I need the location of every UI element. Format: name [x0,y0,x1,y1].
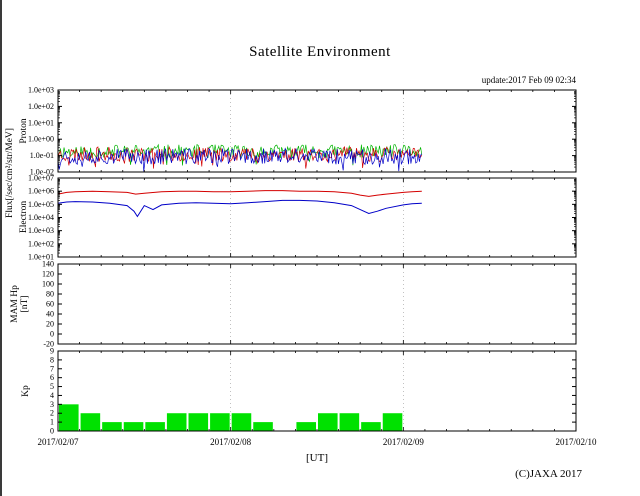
y-tick-label: 0 [50,427,54,436]
kp-bar [361,422,381,431]
y-tick-label: 1.0e+07 [28,174,54,183]
kp-bar [253,422,273,431]
y-tick-label: 1.0e+04 [28,213,54,222]
y-tick-label: 140 [42,260,54,269]
kp-bar [80,413,101,431]
kp-bar [145,422,165,431]
y-tick-label: 5 [50,382,54,391]
x-tick-label: 2017/02/08 [210,437,252,447]
series-proton-blue [57,147,423,172]
kp-bar [188,413,209,431]
y-tick-label: 60 [46,300,54,309]
panel-electron: 1.0e+07 1.0e+06 1.0e+05 1.0e+04 1.0e+03 1.0e+… [28,174,577,262]
y-tick-label: 7 [50,364,54,373]
y-tick-label: 2 [50,409,54,418]
kp-bar [382,413,403,431]
series-electron-blue [57,199,422,218]
kp-bar [210,413,230,431]
chart-title: Satellite Environment [249,44,391,60]
panel-frame [57,263,577,345]
x-tick-label: 2017/02/07 [37,437,79,447]
y-tick-label: 1.0e+02 [28,102,54,111]
y-tick-label: 1.0e-01 [30,151,54,160]
panel-proton: 1.0e+03 1.0e+02 1.0e+01 1.0e+00 1.0e-01 1.0e-… [28,86,577,177]
y-tick-label: 8 [50,355,54,364]
panel-frame [57,350,577,432]
kp-bar [59,404,79,431]
y-tick-label: 100 [42,280,54,289]
y-tick-label: 6 [50,373,54,382]
screenshot-left-edge [0,0,2,496]
kp-bar [339,413,360,431]
kp-bar [123,422,144,431]
y-tick-label: 1.0e-02 [30,168,54,177]
series-electron-red [57,190,422,197]
panel-frame [57,89,577,173]
x-tick-label: 2017/02/09 [383,437,425,447]
x-tick-label: 2017/02/10 [555,437,597,447]
y-tick-label: 1.0e+06 [28,187,54,196]
kp-bar [296,422,316,431]
y-tick-label: 1.0e+02 [28,239,54,248]
kp-bar [318,413,338,431]
y-tick-label: 1.0e+05 [28,200,54,209]
y-tick-label: -20 [43,340,54,349]
panel-frame [57,177,577,258]
y-tick-label: 4 [50,391,54,400]
y-tick-label: 40 [46,310,54,319]
kp-bar [166,413,187,431]
update-timestamp: update:2017 Feb 09 02:34 [481,75,576,85]
y-tick-label: 1.0e+03 [28,226,54,235]
y-tick-label: 1.0e+00 [28,135,54,144]
copyright: (C)JAXA 2017 [515,468,582,480]
y-tick-label: 120 [42,270,54,279]
y-tick-label: 20 [46,320,54,329]
x-axis-label: [UT] [306,452,328,464]
kp-bar [231,413,252,431]
y-tick-label: 1.0e+03 [28,86,54,95]
y-tick-label: 1.0e+01 [28,118,54,127]
y-tick-label: 3 [50,400,54,409]
kp-bar [102,422,122,431]
y-tick-label: 9 [50,347,54,356]
y-tick-label: 1 [50,418,54,427]
y-tick-label: 1.0e+01 [28,253,54,262]
y-tick-label: 80 [46,290,54,299]
y-tick-label: 0 [50,330,54,339]
